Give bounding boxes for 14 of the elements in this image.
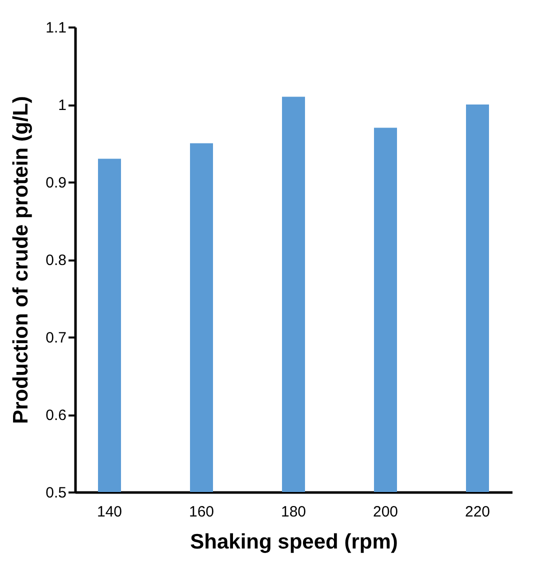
y-tick-label: 0.5 (46, 484, 66, 502)
y-tick-label: 0.8 (46, 252, 66, 269)
x-axis-title: Shaking speed (rpm) (190, 530, 398, 554)
x-tick-label: 140 (96, 504, 122, 520)
y-tick-label: 0.6 (46, 407, 66, 424)
y-tick-label: 1 (58, 97, 66, 114)
y-axis-title: Production of crude protein (g/L) (10, 96, 33, 424)
x-tick-label: 220 (464, 504, 490, 520)
y-tick-label: 0.7 (46, 330, 66, 346)
y-tick-label: 0.9 (46, 174, 66, 192)
x-tick-label: 200 (372, 504, 398, 520)
x-tick-label: 160 (188, 504, 214, 520)
y-tick-label: 1.1 (46, 20, 66, 36)
x-tick-label: 180 (280, 504, 306, 520)
